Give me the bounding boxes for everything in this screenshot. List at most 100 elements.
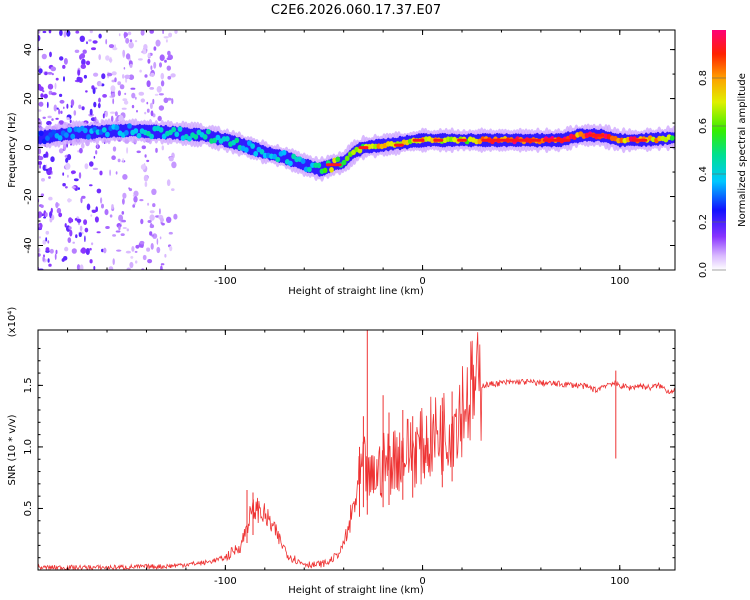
noise-blob bbox=[125, 37, 130, 44]
noise-blob bbox=[86, 203, 91, 211]
snr-multiplier: (x10⁴) bbox=[7, 307, 18, 338]
noise-blob bbox=[125, 250, 131, 254]
noise-blob bbox=[130, 87, 136, 90]
noise-blob bbox=[134, 96, 137, 100]
noise-blob bbox=[38, 148, 42, 155]
noise-blob bbox=[63, 76, 65, 82]
noise-blob bbox=[151, 188, 157, 195]
noise-blob bbox=[151, 234, 155, 237]
snr-trace bbox=[38, 332, 675, 570]
noise-blob bbox=[114, 44, 116, 50]
noise-blob bbox=[81, 106, 85, 111]
noise-blob bbox=[156, 41, 161, 45]
ridge-cell bbox=[51, 129, 57, 136]
snr-panel: -100 0 100 0.5 1.0 1.5 Height of straight lin… bbox=[7, 307, 676, 596]
noise-blob bbox=[58, 120, 64, 125]
noise-blob bbox=[152, 98, 155, 105]
noise-blob bbox=[150, 110, 154, 117]
noise-blob bbox=[152, 233, 158, 239]
noise-blob bbox=[164, 59, 167, 63]
noise-blob bbox=[147, 220, 152, 223]
noise-blob bbox=[168, 32, 173, 38]
noise-blob bbox=[91, 209, 95, 212]
noise-blob bbox=[83, 219, 88, 226]
snr-frame bbox=[37, 329, 676, 571]
ridge-cell bbox=[177, 126, 183, 132]
noise-blob bbox=[78, 104, 82, 110]
noise-blob bbox=[144, 181, 148, 187]
noise-blob bbox=[65, 186, 68, 189]
noise-blob bbox=[168, 231, 173, 235]
noise-blob bbox=[134, 250, 138, 253]
ridge-peak bbox=[412, 138, 425, 142]
noise-blob bbox=[136, 109, 138, 113]
noise-blob bbox=[111, 204, 114, 210]
noise-blob bbox=[122, 74, 125, 79]
x-tick-label: -100 bbox=[214, 576, 237, 587]
noise-blob bbox=[77, 69, 81, 76]
noise-blob bbox=[53, 104, 57, 112]
noise-blob bbox=[146, 80, 151, 88]
ridge-cell bbox=[105, 131, 110, 138]
noise-blob bbox=[72, 241, 75, 244]
noise-blob bbox=[47, 71, 53, 75]
spectrogram-heatmap bbox=[38, 30, 675, 270]
noise-blob bbox=[120, 233, 125, 237]
noise-blob bbox=[146, 101, 149, 105]
noise-blob bbox=[38, 253, 41, 257]
noise-blob bbox=[97, 102, 101, 109]
noise-blob bbox=[114, 111, 118, 117]
noise-blob bbox=[73, 110, 77, 116]
noise-blob bbox=[102, 113, 105, 119]
noise-blob bbox=[77, 187, 81, 190]
noise-blob bbox=[54, 82, 57, 90]
noise-blob bbox=[76, 264, 81, 270]
noise-blob bbox=[70, 170, 76, 174]
noise-blob bbox=[133, 196, 138, 203]
ridge-cell bbox=[215, 134, 221, 141]
noise-blob bbox=[128, 187, 130, 190]
noise-blob bbox=[48, 196, 53, 201]
noise-blob bbox=[147, 202, 150, 206]
noise-blob bbox=[51, 214, 55, 221]
ridge-cell bbox=[149, 133, 155, 140]
noise-blob bbox=[81, 143, 85, 149]
noise-blob bbox=[48, 176, 51, 179]
noise-blob bbox=[45, 247, 50, 252]
noise-blob bbox=[134, 40, 138, 43]
ridge-cell bbox=[206, 128, 211, 135]
noise-blob bbox=[156, 246, 161, 254]
noise-blob bbox=[56, 207, 62, 214]
noise-blob bbox=[93, 72, 99, 77]
noise-blob bbox=[59, 30, 63, 36]
noise-blob bbox=[128, 41, 134, 49]
noise-blob bbox=[47, 240, 50, 244]
noise-blob bbox=[124, 92, 127, 95]
noise-blob bbox=[112, 234, 117, 237]
noise-blob bbox=[123, 67, 126, 70]
noise-blob bbox=[38, 211, 43, 218]
noise-blob bbox=[161, 145, 164, 151]
noise-blob bbox=[91, 242, 94, 246]
noise-blob bbox=[70, 99, 75, 107]
noise-blob bbox=[126, 147, 129, 154]
noise-blob bbox=[93, 266, 96, 270]
noise-blob bbox=[62, 172, 65, 176]
noise-blob bbox=[58, 108, 61, 115]
noise-blob bbox=[96, 188, 102, 194]
noise-blob bbox=[108, 44, 115, 49]
noise-blob bbox=[144, 111, 147, 115]
ridge-cell bbox=[70, 133, 76, 140]
noise-blob bbox=[164, 253, 167, 258]
noise-blob bbox=[38, 109, 42, 112]
ridge-peak bbox=[325, 163, 342, 167]
ridge-cell bbox=[307, 166, 312, 173]
y-tick-label: 20 bbox=[23, 92, 34, 105]
noise-blob bbox=[139, 69, 142, 73]
noise-blob bbox=[91, 47, 96, 51]
noise-blob bbox=[159, 208, 161, 215]
noise-blob bbox=[93, 155, 96, 159]
ridge-peak bbox=[631, 138, 648, 142]
noise-blob bbox=[106, 72, 113, 77]
